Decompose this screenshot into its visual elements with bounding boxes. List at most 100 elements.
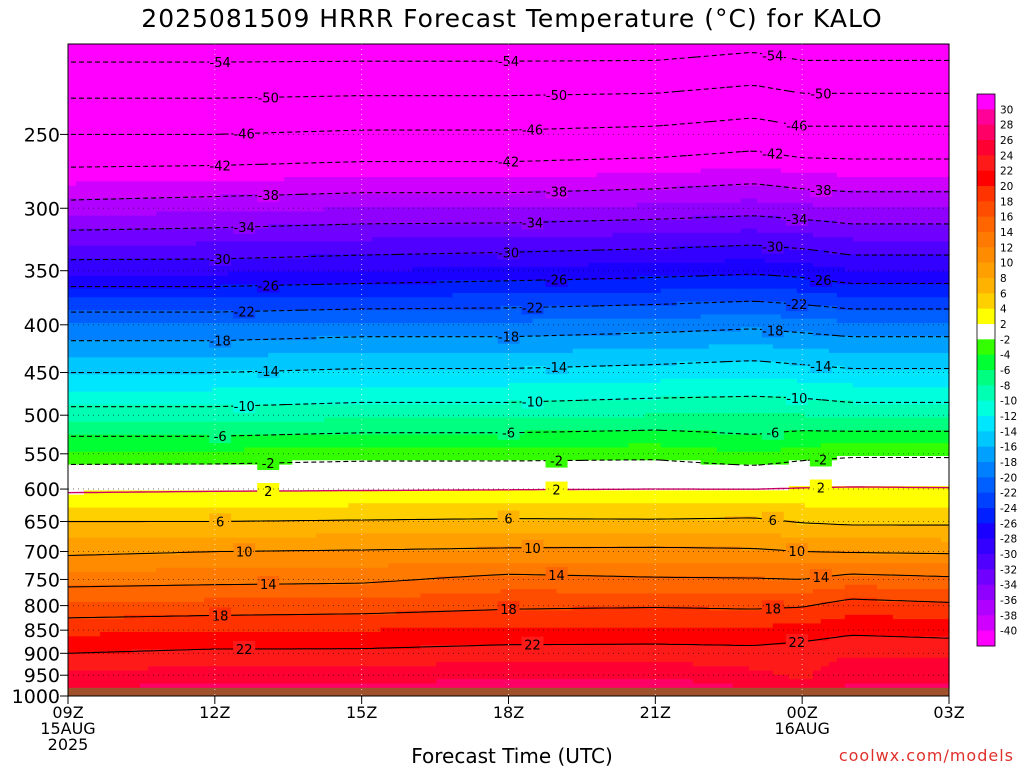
temperature-cell [532,155,542,161]
temperature-cell [212,69,221,75]
temperature-cell [756,181,766,187]
temperature-cell [916,224,926,230]
temperature-cell [364,112,373,118]
temperature-cell [188,48,197,54]
temperature-cell [100,181,109,187]
temperature-cell [588,121,598,127]
temperature-cell [348,52,357,58]
temperature-cell [908,86,918,92]
temperature-cell [476,181,486,187]
temperature-cell [140,134,149,140]
temperature-cell [164,177,173,182]
temperature-cell [652,56,662,62]
temperature-cell [900,44,910,49]
temperature-cell [300,211,309,217]
temperature-cell [340,52,349,58]
temperature-cell [348,189,357,195]
temperature-cell [244,168,253,174]
temperature-cell [180,219,189,225]
temperature-cell [556,147,566,152]
temperature-cell [524,142,534,148]
temperature-cell [308,44,317,49]
temperature-cell [460,112,470,118]
temperature-cell [268,104,277,109]
temperature-cell [380,168,389,174]
temperature-cell [780,91,790,97]
temperature-cell [332,185,341,191]
temperature-cell [436,159,446,165]
temperature-cell [556,121,566,127]
temperature-cell [908,134,918,140]
temperature-cell [676,65,686,71]
temperature-cell [236,44,245,49]
temperature-cell [276,189,285,195]
temperature-cell [388,99,397,105]
temperature-cell [636,125,646,131]
temperature-cell [300,215,309,221]
temperature-cell [356,108,365,114]
temperature-cell [764,202,774,208]
temperature-cell [732,99,742,105]
temperature-cell [484,185,494,191]
temperature-cell [796,104,806,109]
temperature-cell [596,172,606,178]
temperature-cell [460,138,470,144]
temperature-cell [124,211,133,217]
temperature-cell [644,78,654,84]
temperature-cell [372,134,381,140]
temperature-cell [452,61,462,67]
temperature-cell [884,155,894,161]
temperature-cell [716,147,726,152]
temperature-cell [76,177,85,182]
temperature-cell [620,138,630,144]
temperature-cell [276,177,285,182]
temperature-cell [692,56,702,62]
temperature-cell [692,138,702,144]
temperature-cell [268,74,277,79]
temperature-cell [692,108,702,114]
temperature-cell [180,99,189,105]
temperature-cell [884,172,894,178]
temperature-cell [532,44,542,49]
temperature-cell [436,151,446,157]
temperature-cell [364,185,373,191]
temperature-cell [732,181,742,187]
temperature-cell [244,138,253,144]
temperature-cell [772,181,782,187]
temperature-cell [916,86,926,92]
temperature-cell [532,181,542,187]
temperature-cell [748,207,758,212]
temperature-cell [260,232,269,238]
temperature-cell [892,228,902,234]
temperature-cell [700,61,710,67]
temperature-cell [108,232,117,238]
temperature-cell [564,78,574,84]
temperature-cell [932,189,942,195]
temperature-cell [244,189,253,195]
temperature-cell [84,215,93,221]
temperature-cell [804,159,814,165]
temperature-cell [332,194,341,200]
temperature-cell [252,74,261,79]
temperature-cell [892,69,902,75]
temperature-cell [460,147,470,152]
temperature-cell [708,78,718,84]
temperature-cell [500,142,510,148]
temperature-cell [380,142,389,148]
temperature-cell [108,168,117,174]
temperature-cell [716,168,726,174]
temperature-cell [196,125,205,131]
temperature-cell [532,116,542,122]
temperature-cell [132,198,141,204]
temperature-cell [908,125,918,131]
temperature-cell [596,61,606,67]
temperature-cell [620,56,630,62]
temperature-cell [636,215,646,221]
temperature-cell [724,95,734,101]
temperature-cell [188,86,197,92]
temperature-cell [572,142,582,148]
temperature-cell [652,224,662,230]
temperature-cell [100,198,109,204]
temperature-cell [700,116,710,122]
temperature-cell [716,215,726,221]
